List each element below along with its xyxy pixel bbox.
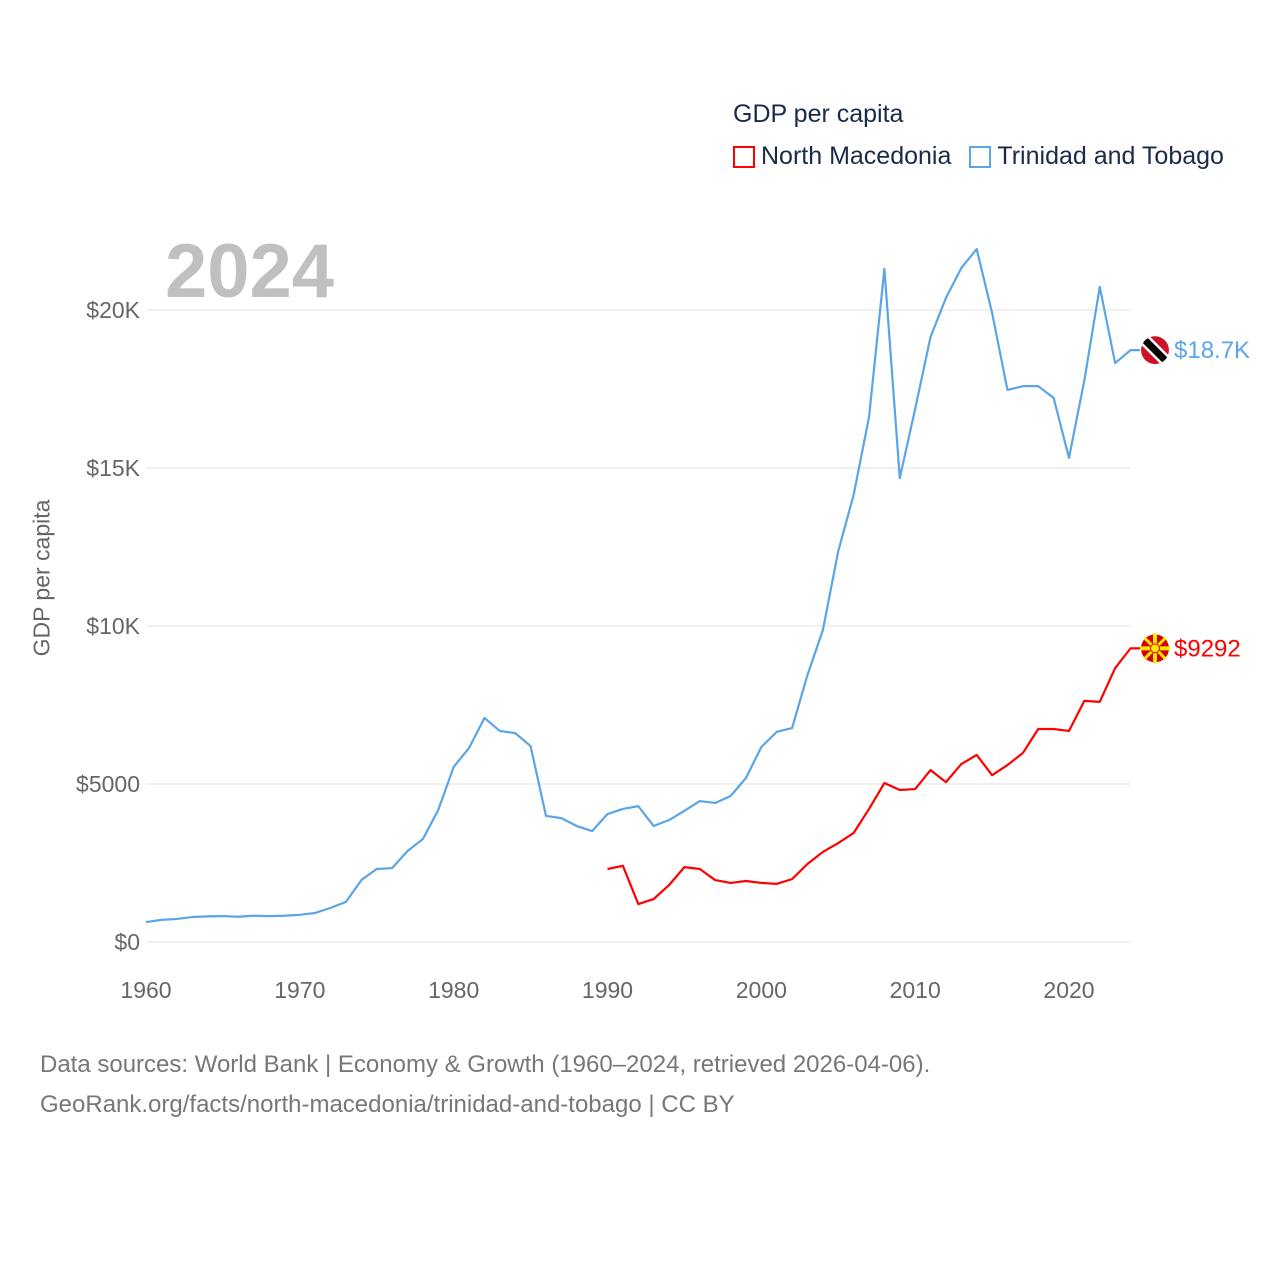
y-tick-label: $0 [114,929,140,955]
footer: Data sources: World Bank | Economy & Gro… [40,1045,930,1125]
y-tick-label: $5000 [76,771,140,797]
legend-swatch [733,145,755,168]
y-tick-label: $20K [86,297,140,323]
legend-item-trinidad-and-tobago[interactable]: Trinidad and Tobago [969,142,1224,171]
source-line: Data sources: World Bank | Economy & Gro… [40,1051,931,1078]
flag-icon-north-macedonia [1140,633,1170,664]
legend: North Macedonia Trinidad and Tobago [733,142,1224,171]
end-value-label-north-macedonia: $9292 [1174,635,1241,662]
end-value-label-trinidad-and-tobago: $18.7K [1174,337,1250,364]
legend-label: Trinidad and Tobago [997,142,1224,170]
x-tick-label: 2010 [890,977,941,1003]
legend-item-north-macedonia[interactable]: North Macedonia [733,142,951,171]
x-tick-label: 1980 [428,977,479,1003]
y-tick-label: $15K [86,455,140,481]
series-line-trinidad-and-tobago [145,247,1140,924]
flag-icon-trinidad-and-tobago [1141,336,1169,365]
x-tick-label: 1960 [120,977,171,1003]
x-tick-label: 2020 [1043,977,1094,1003]
y-axis-label: GDP per capita [28,499,55,657]
y-tick-label: $10K [86,613,140,639]
flag-black-stripe [1141,336,1169,365]
flag-sun [1150,643,1160,654]
flag-body [1141,336,1169,365]
year-badge: 2024 [165,229,335,314]
x-tick-label: 2000 [736,977,787,1003]
series-line-north-macedonia [607,647,1140,906]
x-tick-label: 1970 [274,977,325,1003]
attribution-line: GeoRank.org/facts/north-macedonia/trinid… [40,1091,735,1118]
legend-label: North Macedonia [761,142,952,170]
x-tick-label: 1990 [582,977,633,1003]
legend-title: GDP per capita [733,100,904,128]
legend-swatch [969,145,992,168]
